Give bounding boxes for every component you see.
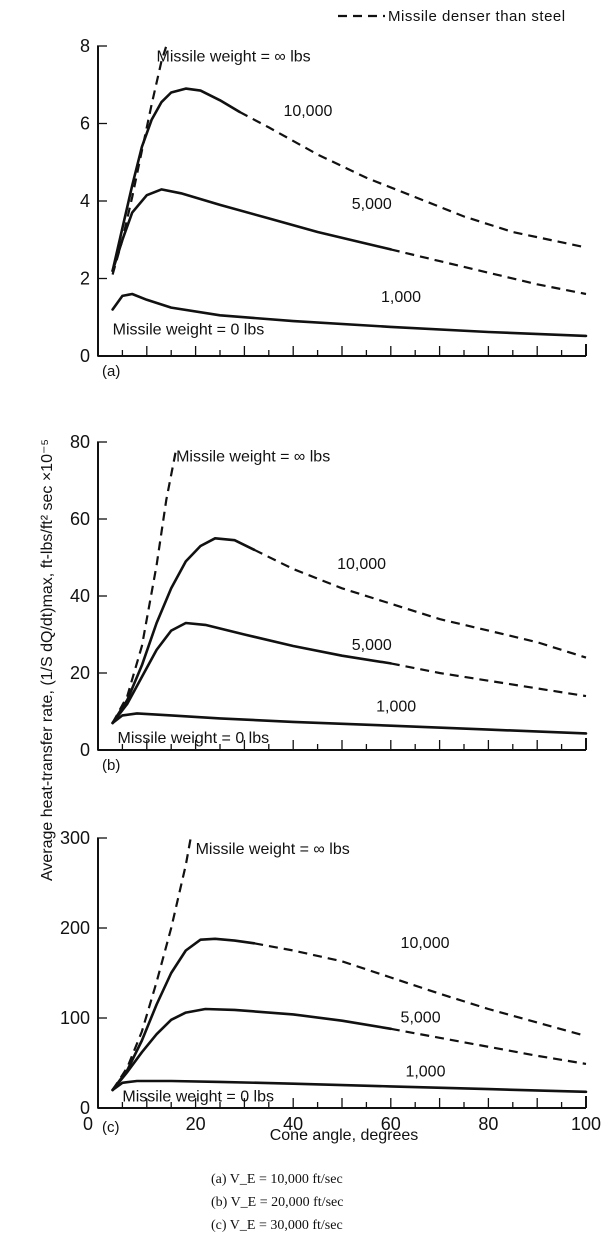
series-label: Missile weight = 0 lbs — [122, 1089, 274, 1106]
caption-b: (b) V_E = 20,000 ft/sec — [211, 1195, 343, 1210]
series-line — [390, 662, 587, 698]
y-tick-label: 40 — [70, 586, 90, 606]
series-line — [253, 548, 587, 659]
series-label: 10,000 — [283, 103, 332, 120]
series-line — [111, 1007, 393, 1092]
series-line — [238, 110, 587, 249]
y-tick-label: 0 — [80, 1098, 90, 1118]
series-label: 1,000 — [376, 699, 416, 716]
series-label: Missile weight = ∞ lbs — [176, 448, 330, 465]
series-label: 5,000 — [352, 196, 392, 213]
series-label: 10,000 — [401, 935, 450, 952]
panel-label: (a) — [102, 363, 120, 380]
x-tick-label: 20 — [186, 1114, 206, 1134]
panel-label: (c) — [102, 1119, 120, 1136]
x-tick-label: 60 — [381, 1114, 401, 1134]
caption-a: (a) V_E = 10,000 ft/sec — [211, 1172, 343, 1187]
legend: Missile denser than steel — [338, 8, 566, 25]
series-line — [111, 712, 588, 735]
y-axis-label: Average heat-transfer rate, (1/S dQ/dt)m… — [39, 439, 56, 881]
y-tick-label: 0 — [80, 740, 90, 760]
x-tick-label: 40 — [283, 1114, 303, 1134]
y-tick-label: 4 — [80, 191, 90, 211]
y-tick-label: 100 — [60, 1008, 90, 1028]
series-line — [111, 449, 178, 724]
series-label: 5,000 — [352, 637, 392, 654]
series-label: Missile weight = 0 lbs — [113, 322, 265, 339]
series-line — [111, 621, 393, 725]
x-tick-label: 0 — [83, 1114, 93, 1134]
series-line — [111, 537, 256, 725]
series-label: 10,000 — [337, 556, 386, 573]
y-tick-label: 8 — [80, 36, 90, 56]
series-label: Missile weight = 0 lbs — [118, 730, 270, 747]
y-tick-label: 6 — [80, 114, 90, 134]
series-line — [390, 248, 587, 296]
y-tick-label: 60 — [70, 509, 90, 529]
x-axis-label: Cone angle, degrees — [270, 1127, 419, 1144]
chart-panel: 0 2 4 6 8 (a) Missile weight = ∞ lbs 10,000 5,00… — [80, 36, 588, 380]
series-line — [111, 87, 241, 273]
x-tick-label: 80 — [478, 1114, 498, 1134]
x-tick-label: 100 — [571, 1114, 601, 1134]
series-line — [111, 937, 256, 1092]
chart-panel: 0 20 40 60 80 (b) Missile weight = ∞ lbs 10,000… — [70, 432, 588, 774]
series-label: Missile weight = ∞ lbs — [157, 49, 311, 66]
y-tick-label: 200 — [60, 918, 90, 938]
series-label: 5,000 — [401, 1010, 441, 1027]
y-tick-label: 20 — [70, 663, 90, 683]
series-label: Missile weight = ∞ lbs — [196, 841, 350, 858]
legend-label: Missile denser than steel — [388, 8, 566, 25]
series-line — [111, 1079, 588, 1094]
series-line — [390, 1027, 587, 1065]
y-tick-label: 300 — [60, 828, 90, 848]
series-line — [111, 188, 393, 273]
y-tick-label: 80 — [70, 432, 90, 452]
series-label: 1,000 — [381, 289, 421, 306]
series-line — [111, 292, 588, 338]
series-label: 1,000 — [405, 1064, 445, 1081]
y-tick-label: 0 — [80, 346, 90, 366]
panels: 0 2 4 6 8 (a) Missile weight = ∞ lbs 10,000 5,00… — [60, 36, 601, 1136]
panel-label: (b) — [102, 757, 120, 774]
series-line — [111, 837, 192, 1091]
series-line — [254, 942, 587, 1038]
y-tick-label: 2 — [80, 269, 90, 289]
caption-c: (c) V_E = 30,000 ft/sec — [211, 1218, 343, 1233]
